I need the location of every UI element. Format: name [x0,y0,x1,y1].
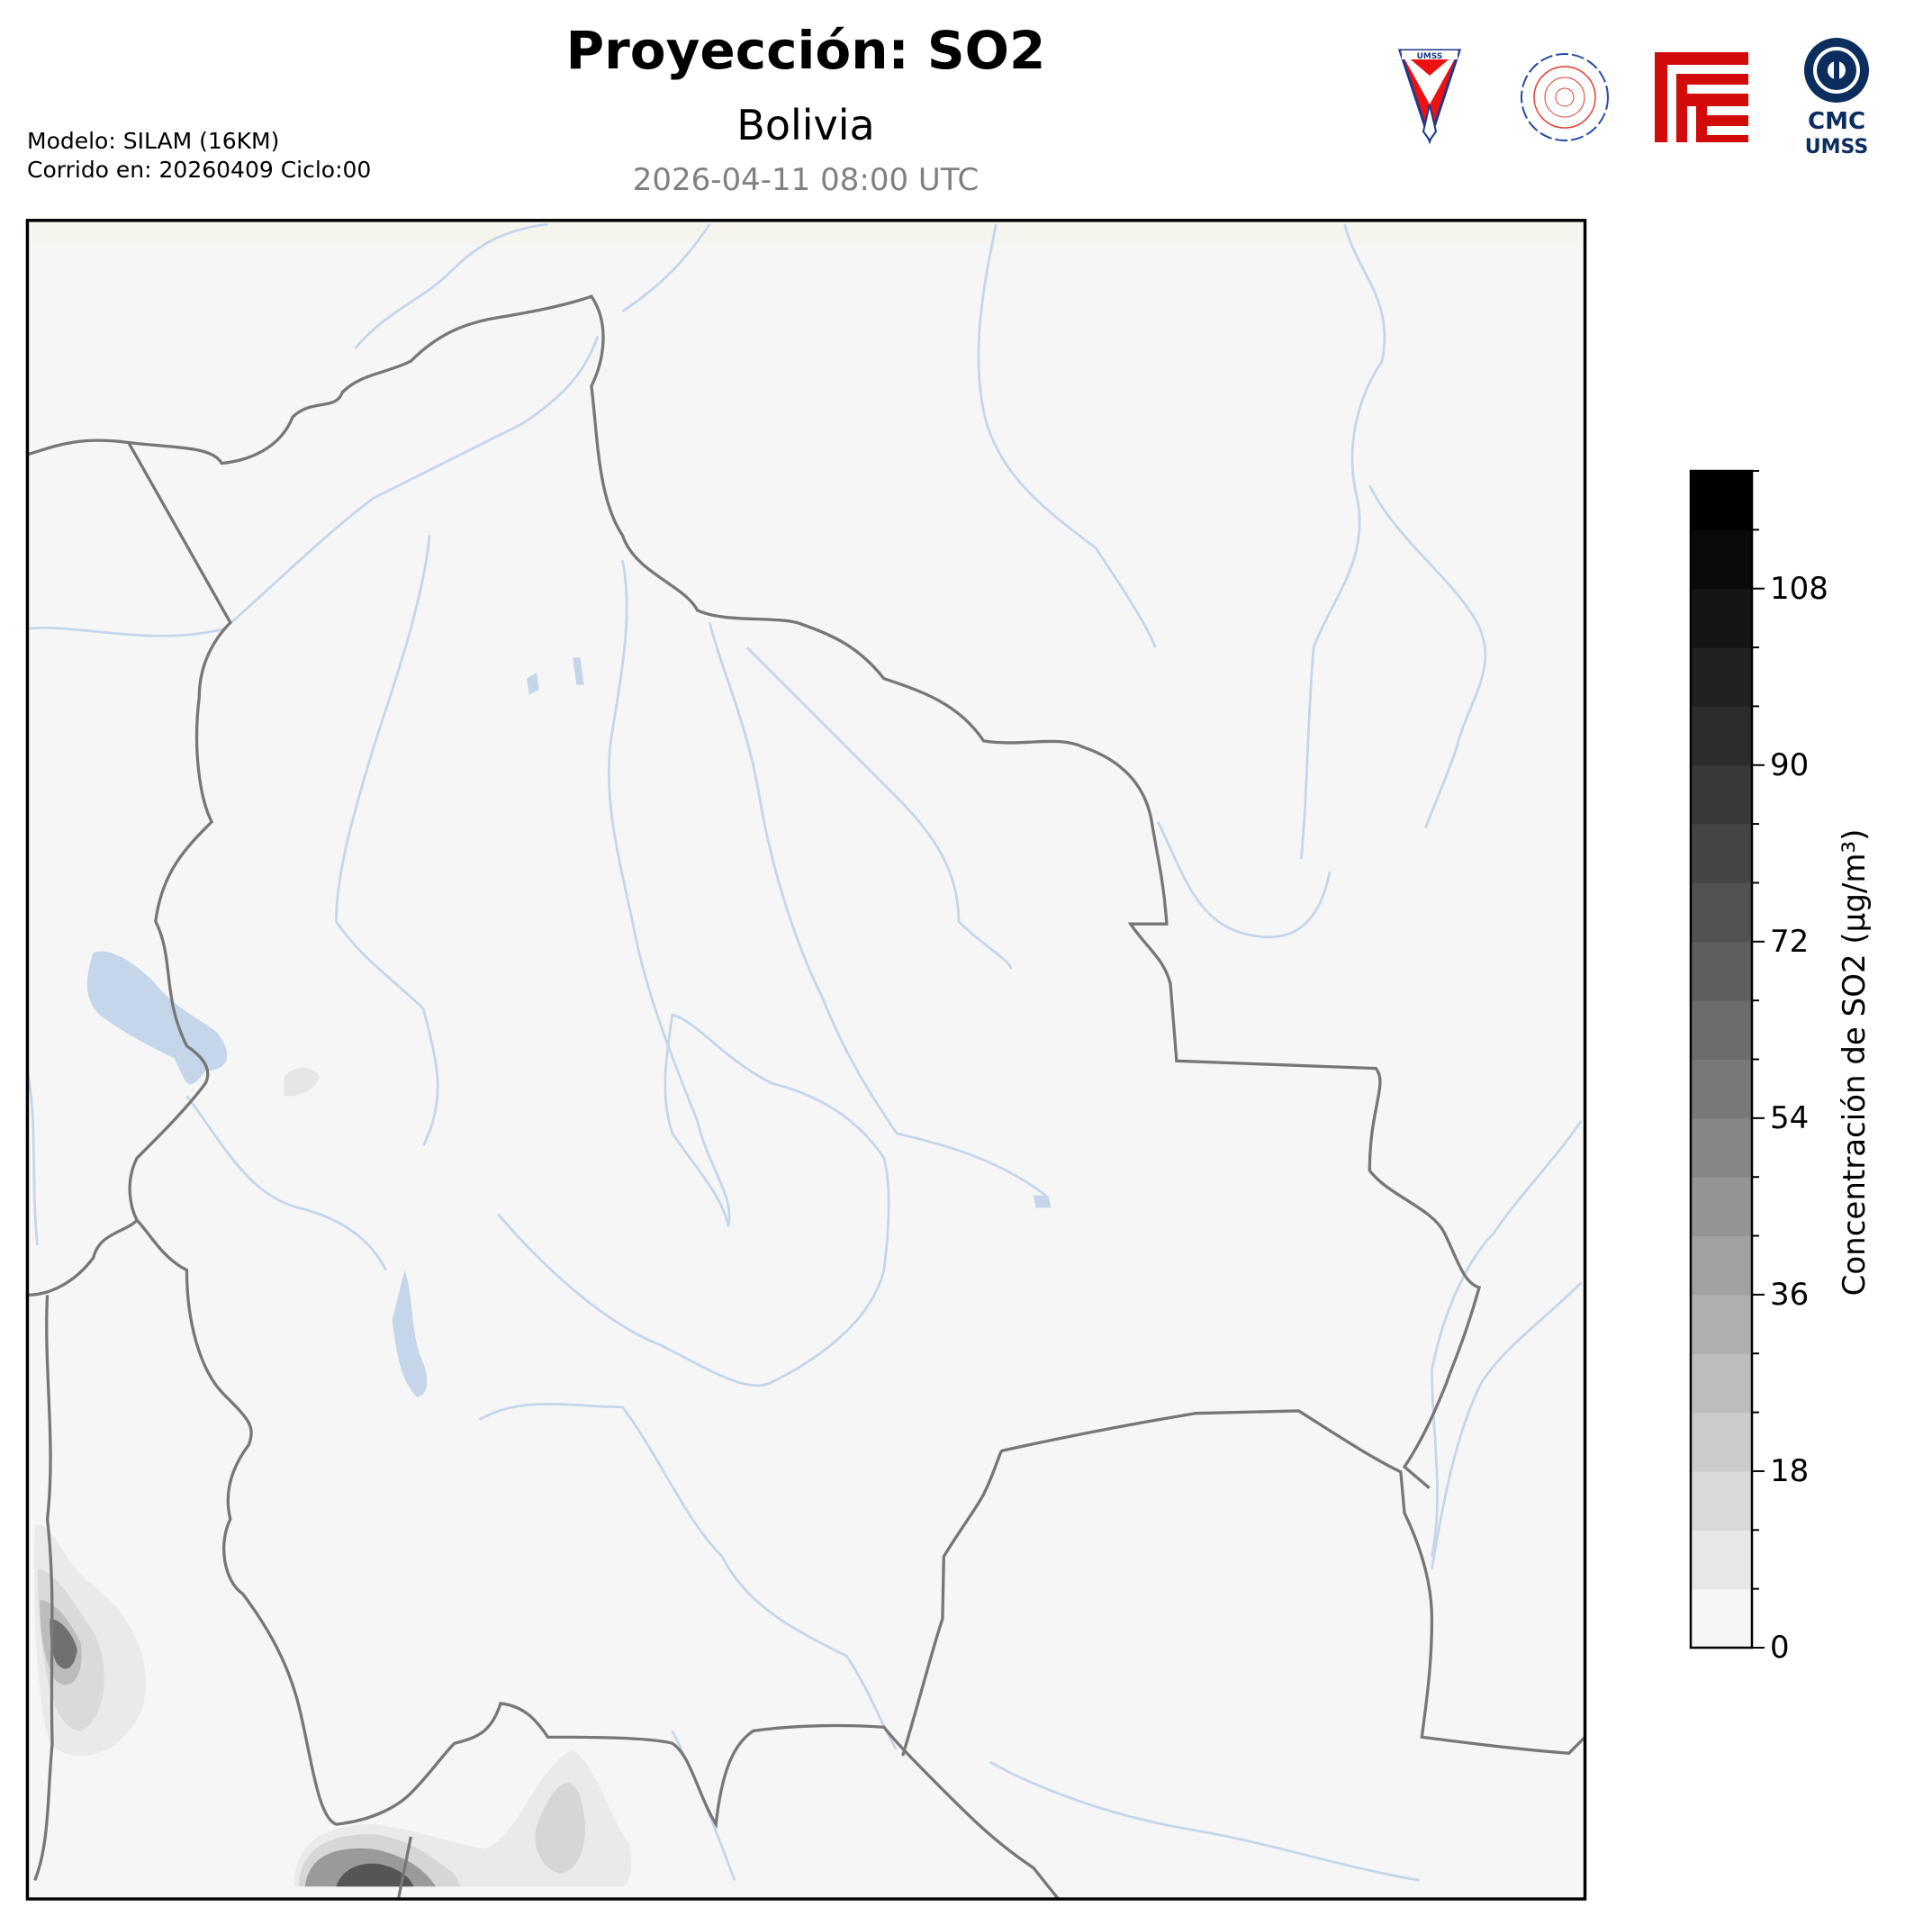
colorbar-level [1691,1470,1752,1531]
cmc-umss-logo: CMC UMSS [1804,38,1869,158]
colorbar-level [1691,1530,1752,1590]
colorbar-label: Concentración de SO2 (μg/m³) [1837,828,1873,1297]
colorbar-level [1691,1235,1752,1296]
svg-text:UMSS: UMSS [1805,136,1868,158]
rivers [26,222,1583,1882]
colorbar-level [1691,1588,1752,1649]
map-subtitle: Bolivia [736,101,875,149]
colorbar-level [1691,647,1752,707]
svg-text:UMSS: UMSS [1417,52,1443,61]
colorbar-tick-label: 18 [1770,1452,1810,1489]
colorbar-tick-label: 54 [1770,1099,1810,1136]
colorbar-level [1691,1412,1752,1472]
colorbar-level [1691,471,1752,530]
colorbar-tick-label: 72 [1770,923,1810,960]
colorbar-level [1691,588,1752,648]
colorbar-level [1691,1117,1752,1178]
colorbar-frame [1689,469,1754,1649]
colorbar-level [1691,1000,1752,1060]
colorbar-tick-label: 36 [1770,1276,1810,1313]
colorbar-level [1691,706,1752,766]
colorbar-level [1691,941,1752,1001]
so2-contours [34,1067,632,1887]
svg-text:CMC: CMC [1808,108,1865,135]
red-geometric-logo [1655,52,1748,142]
departamento-de-fisica-seal [1521,53,1609,141]
colorbar-tick-label: 90 [1770,746,1810,783]
colorbar-level [1691,824,1752,883]
colorbar-level [1691,1177,1752,1237]
map-frame [25,219,1587,1901]
model-info: Modelo: SILAM (16KM) [27,128,280,154]
run-info: Corrido en: 20260409 Ciclo:00 [27,157,372,183]
valid-time: 2026-04-11 08:00 UTC [632,162,980,198]
colorbar-level [1691,1353,1752,1414]
colorbar-level [1691,1294,1752,1354]
map-title: Proyección: SO2 [565,20,1046,81]
colorbar-level [1691,529,1752,590]
logos: UMSS CMC UMSS [1397,38,1869,158]
colorbar-tick-label: 108 [1770,570,1828,607]
colorbar-tick-label: 0 [1770,1630,1790,1666]
colorbar-level [1691,764,1752,825]
country-borders [26,294,1586,1901]
colorbar-level [1691,882,1752,943]
colorbar [1689,469,1765,1649]
lake-poopo [392,1270,428,1397]
land-background [27,242,1585,1900]
umss-pennant-logo: UMSS [1397,49,1462,145]
colorbar-level [1691,1059,1752,1119]
